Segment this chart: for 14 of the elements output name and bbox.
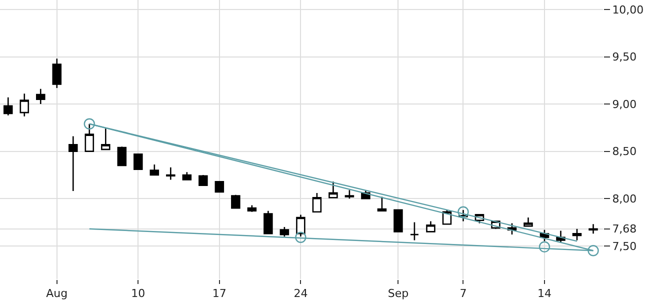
x-tick-label: 14 (537, 287, 552, 300)
x-tick-label: 17 (212, 287, 226, 300)
y-tick-label: 8,00 (612, 192, 637, 206)
x-tick-label: 10 (131, 287, 146, 300)
x-tick-label: 24 (294, 287, 308, 300)
x-tick-label: 7 (460, 287, 467, 300)
y-tick-label: 7,50 (612, 240, 637, 253)
y-tick-label: 7,68 (612, 222, 637, 236)
x-tick-label: Aug (46, 287, 68, 300)
y-tick-label: 9,50 (612, 50, 637, 64)
y-tick-label: 10,00 (612, 3, 644, 16)
y-tick-label: 9,00 (612, 98, 637, 111)
y-tick-label: 8,50 (612, 145, 637, 158)
x-tick-label: Sep (388, 287, 409, 300)
